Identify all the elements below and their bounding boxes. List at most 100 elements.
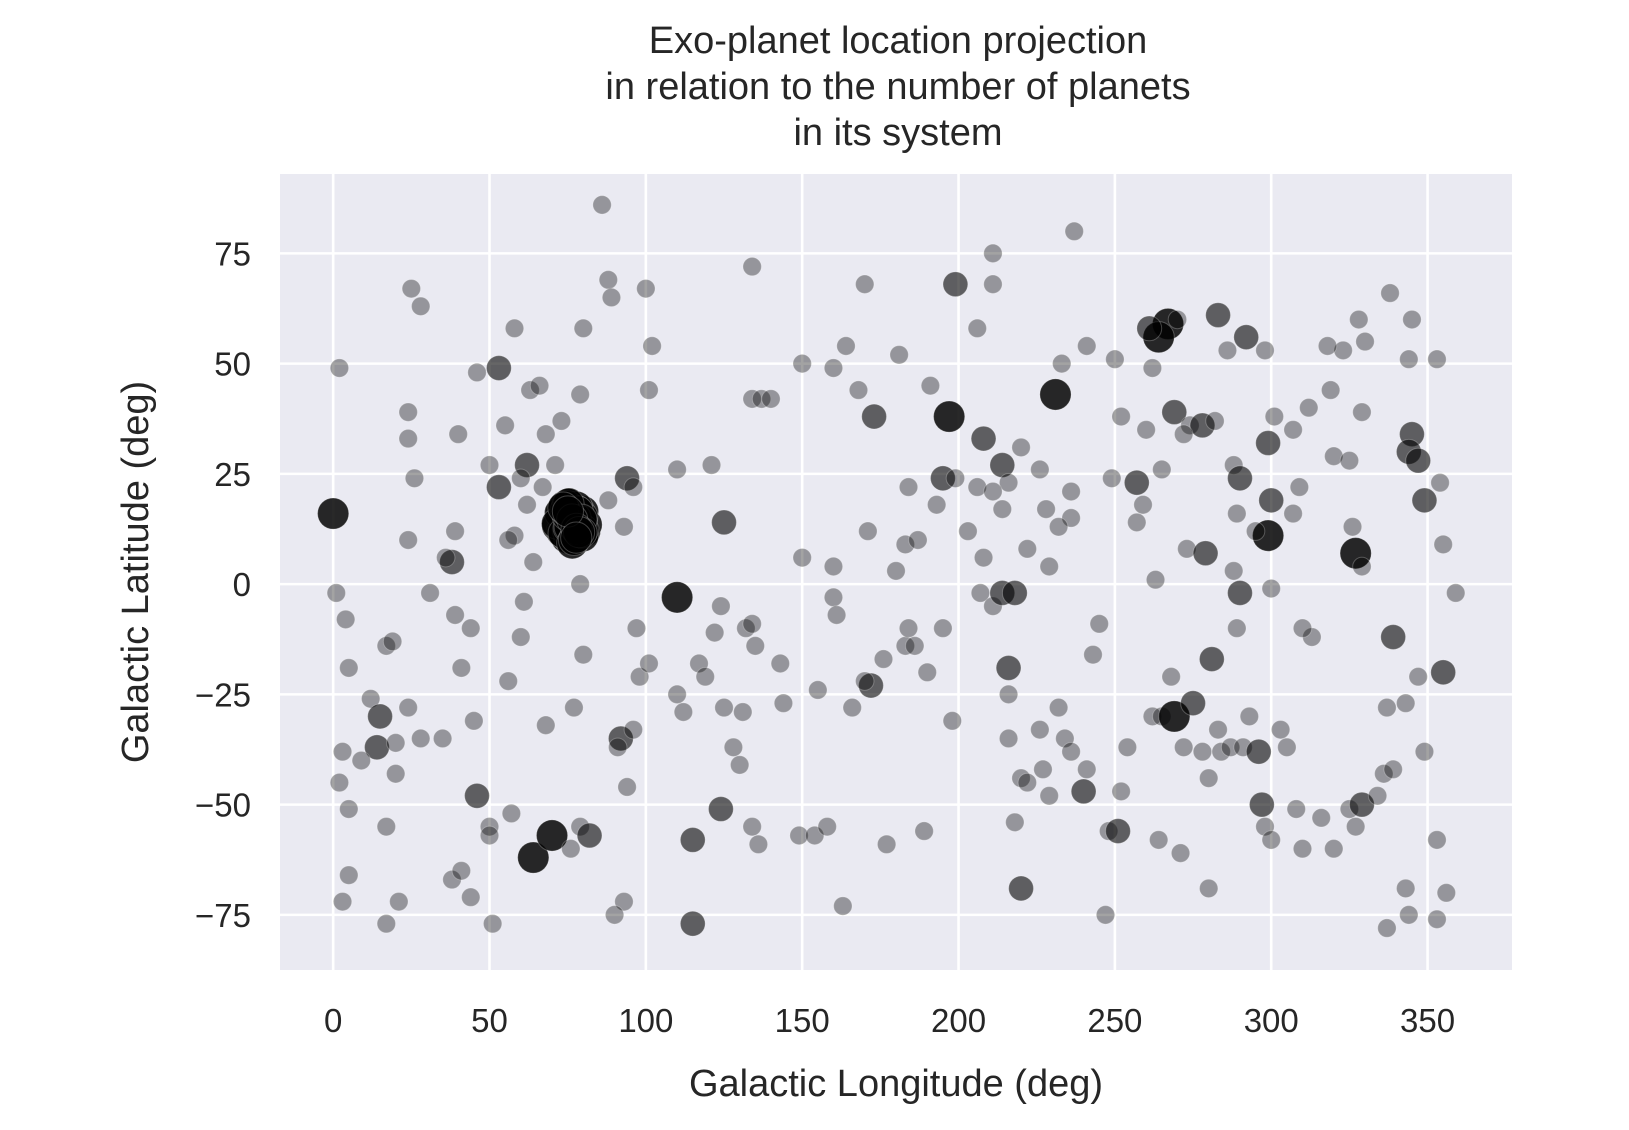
data-point [1048, 517, 1069, 537]
x-tick-labels: 0 50 100 150 200 250 300 350 [324, 1002, 1455, 1039]
data-point [592, 195, 612, 215]
data-point [1011, 437, 1031, 458]
data-point [614, 891, 634, 912]
data-point [601, 287, 622, 308]
data-point [861, 403, 888, 430]
data-point [1349, 309, 1369, 330]
data-point [636, 278, 656, 299]
data-point [1077, 759, 1097, 780]
data-point [1077, 336, 1097, 356]
data-point [339, 658, 359, 678]
data-point [398, 428, 418, 449]
data-point [517, 841, 550, 874]
y-tick-label: 50 [214, 346, 251, 383]
data-point [598, 490, 619, 511]
data-point [1258, 487, 1285, 514]
data-point [1148, 830, 1169, 850]
data-point [926, 495, 947, 515]
data-point [464, 711, 484, 731]
data-point [617, 777, 637, 797]
data-point [736, 618, 756, 638]
data-point [529, 375, 550, 396]
data-point [1198, 878, 1219, 899]
data-point [1161, 399, 1188, 426]
data-point [501, 803, 522, 824]
data-point [1189, 412, 1216, 439]
data-point [1039, 378, 1072, 411]
data-point [639, 653, 659, 674]
data-point [1017, 539, 1038, 559]
data-point [545, 455, 565, 475]
data-point [551, 411, 572, 431]
data-point [723, 737, 744, 757]
data-point [748, 834, 769, 855]
data-point [895, 636, 916, 656]
data-point [1245, 521, 1266, 541]
data-point [967, 477, 987, 497]
data-point [1352, 556, 1372, 577]
data-point [1408, 667, 1428, 687]
x-tick-label: 300 [1244, 1002, 1299, 1039]
data-point [858, 672, 884, 699]
data-point [1205, 411, 1225, 431]
data-point [742, 389, 762, 409]
x-tick-label: 50 [471, 1002, 508, 1039]
plot-area [280, 174, 1512, 970]
data-point [576, 822, 603, 849]
data-point [1070, 778, 1097, 805]
data-point [317, 497, 350, 530]
data-point [876, 834, 897, 855]
data-point [958, 521, 978, 541]
data-point [742, 614, 762, 634]
data-point [1374, 764, 1394, 784]
data-point [436, 547, 456, 568]
data-point [1033, 759, 1053, 780]
data-point [742, 816, 762, 837]
data-point [398, 697, 418, 718]
data-point [1436, 883, 1457, 903]
data-point [329, 358, 350, 378]
data-point [1292, 618, 1313, 638]
data-point [970, 583, 991, 603]
data-point [511, 468, 531, 488]
data-point [908, 530, 928, 550]
data-point [442, 869, 462, 890]
data-point [536, 424, 556, 444]
data-point [689, 653, 709, 674]
data-point [1170, 843, 1191, 863]
data-point [1380, 283, 1400, 303]
data-point [707, 796, 734, 822]
data-point [1399, 905, 1419, 925]
data-point [1430, 659, 1457, 686]
data-point [1217, 340, 1238, 361]
data-point [504, 525, 525, 546]
data-point [1255, 430, 1282, 456]
data-point [495, 415, 515, 436]
data-point [729, 755, 750, 775]
data-point [445, 605, 465, 625]
data-point [792, 353, 812, 374]
data-point [339, 865, 359, 885]
data-point [933, 618, 953, 638]
data-point [917, 662, 937, 683]
data-point [751, 389, 772, 409]
data-point [1333, 340, 1353, 361]
data-point [942, 711, 962, 731]
data-point [1133, 495, 1153, 515]
data-point [479, 825, 500, 846]
data-point [532, 477, 553, 497]
data-point [1142, 358, 1163, 378]
data-point [364, 734, 390, 761]
data-point [1227, 580, 1253, 606]
data-point [448, 424, 468, 444]
data-point [711, 596, 731, 616]
data-point [1227, 618, 1247, 638]
data-point [332, 742, 353, 762]
data-point [1261, 830, 1281, 850]
data-point [573, 644, 594, 665]
data-point [1008, 875, 1034, 902]
data-point [679, 827, 706, 853]
data-point [792, 547, 812, 568]
data-point [1192, 540, 1219, 567]
